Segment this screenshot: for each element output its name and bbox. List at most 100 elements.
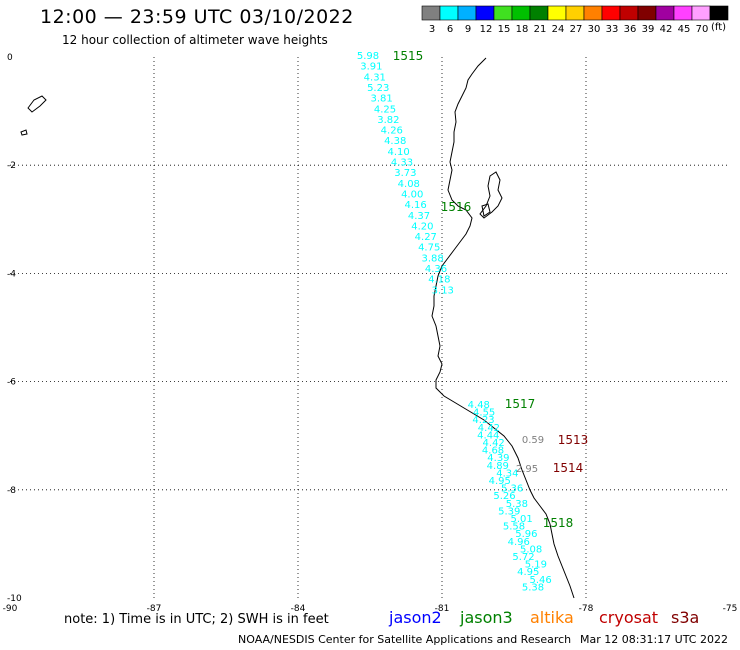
legend-label: 24 — [552, 24, 565, 35]
legend-label: 39 — [642, 24, 655, 35]
legend-swatch — [619, 5, 639, 21]
lon-tick-label: -90 — [3, 604, 18, 614]
track-id-label: 1513 — [558, 433, 589, 447]
legend-swatch — [565, 5, 585, 21]
track-id-label: 1518 — [543, 516, 574, 530]
island-outline — [481, 203, 491, 217]
swh-value: 4.89 — [487, 461, 509, 472]
legend-label: 30 — [588, 24, 601, 35]
swh-value: 4.20 — [411, 221, 433, 232]
swh-value: 4.95 — [489, 476, 511, 487]
lon-tick-label: -84 — [291, 604, 306, 614]
lat-tick-label: -2 — [7, 161, 16, 171]
swh-value: 5.38 — [506, 499, 528, 510]
swh-value: 4.25 — [374, 104, 396, 115]
swh-value: 4.16 — [404, 200, 426, 211]
legend-swatch — [439, 5, 459, 21]
swh-value: 3.82 — [377, 115, 399, 126]
legend-label: 42 — [660, 24, 673, 35]
swh-value: 5.08 — [520, 544, 542, 555]
legend-label: 70 — [696, 24, 709, 35]
lat-tick-label: -4 — [7, 269, 16, 279]
swh-value: 4.39 — [487, 453, 509, 464]
legend-swatch — [691, 5, 711, 21]
swh-value: 4.31 — [364, 72, 386, 83]
lat-tick-label: -8 — [7, 486, 16, 496]
legend-swatch — [547, 5, 567, 21]
swh-value: 3.73 — [394, 168, 416, 179]
swh-value: 4.37 — [408, 211, 430, 222]
legend-swatch — [637, 5, 657, 21]
swh-value: 3.81 — [370, 94, 392, 105]
legend-label: 18 — [516, 24, 529, 35]
legend-label: 9 — [465, 24, 471, 35]
track-id-label: 1517 — [505, 397, 536, 411]
legend-swatch — [583, 5, 603, 21]
mission-label: cryosat — [599, 608, 659, 627]
track-id-label: 1515 — [393, 49, 424, 63]
page-subtitle: 12 hour collection of altimeter wave hei… — [62, 33, 328, 47]
swh-value: 5.38 — [522, 582, 544, 593]
legend-swatch — [709, 5, 729, 21]
mission-label: s3a — [671, 608, 700, 627]
legend-label: 15 — [498, 24, 511, 35]
lon-tick-label: -75 — [723, 604, 738, 614]
track-id-label: 1514 — [553, 461, 584, 475]
legend-label: 3 — [429, 24, 435, 35]
track-labels: 1515 1516 1517 1518 1513 1514 — [393, 49, 589, 530]
swh-value: 3.88 — [421, 253, 443, 264]
legend-swatch — [457, 5, 477, 21]
color-legend: 3 6 9 12 15 18 21 24 27 30 33 36 39 42 45 70 — [421, 5, 729, 35]
swh-value: 5.19 — [525, 560, 547, 571]
swh-value: 4.10 — [387, 147, 409, 158]
swh-value: 4.34 — [496, 468, 518, 479]
swh-value: 5.58 — [503, 522, 525, 533]
credit-line: NOAA/NESDIS Center for Satellite Applica… — [238, 633, 572, 646]
swh-value: 5.39 — [498, 506, 520, 517]
swh-value: 4.18 — [428, 275, 450, 286]
track-id-label: 1516 — [441, 200, 472, 214]
swh-value: 4.42 — [483, 438, 505, 449]
legend-swatch — [421, 5, 441, 21]
legend-label: 27 — [570, 24, 583, 35]
mission-label: jason3 — [460, 608, 513, 627]
swh-value: 5.96 — [515, 529, 537, 540]
legend-label: 6 — [447, 24, 453, 35]
swh-value: 3.91 — [360, 62, 382, 73]
map-grid — [10, 57, 730, 598]
mission-label: altika — [530, 608, 574, 627]
lon-tick-label: -78 — [579, 604, 594, 614]
swh-value: 3.13 — [432, 285, 454, 296]
swh-value: 4.36 — [425, 264, 447, 275]
legend-label: 45 — [678, 24, 691, 35]
swh-value: 4.44 — [477, 430, 499, 441]
lon-tick-label: -81 — [435, 604, 450, 614]
swh-value: 0.59 — [522, 435, 544, 446]
legend-label: 21 — [534, 24, 547, 35]
swh-value: 4.00 — [401, 189, 423, 200]
lat-tick-label: 0 — [7, 53, 13, 63]
legend-label: 12 — [480, 24, 493, 35]
swh-value: 4.55 — [473, 408, 495, 419]
legend-swatch — [529, 5, 549, 21]
swh-values: 5.983.914.315.233.814.253.824.264.384.10… — [357, 51, 552, 593]
mission-label: jason2 — [389, 608, 442, 627]
swh-value: 4.08 — [398, 179, 420, 190]
axis-tick-labels: -90 -87 -84 -81 -78 -75 0 -2 -4 -6 -8 -10 — [3, 53, 738, 614]
swh-value: 5.01 — [510, 514, 532, 525]
lon-tick-label: -87 — [147, 604, 162, 614]
coastline-path — [431, 57, 575, 599]
footer-note: note: 1) Time is in UTC; 2) SWH is in fe… — [64, 612, 329, 627]
legend-label: 33 — [606, 24, 619, 35]
swh-value: 4.27 — [415, 232, 437, 243]
swh-value: 4.95 — [517, 567, 539, 578]
swh-value: 4.26 — [381, 126, 403, 137]
legend-swatch — [601, 5, 621, 21]
swh-value: 4.33 — [391, 158, 413, 169]
coastline — [20, 57, 575, 599]
page-title: 12:00 — 23:59 UTC 03/10/2022 — [40, 6, 354, 28]
legend-swatch — [655, 5, 675, 21]
island-outline — [479, 171, 503, 219]
legend-unit: (ft) — [711, 22, 727, 33]
